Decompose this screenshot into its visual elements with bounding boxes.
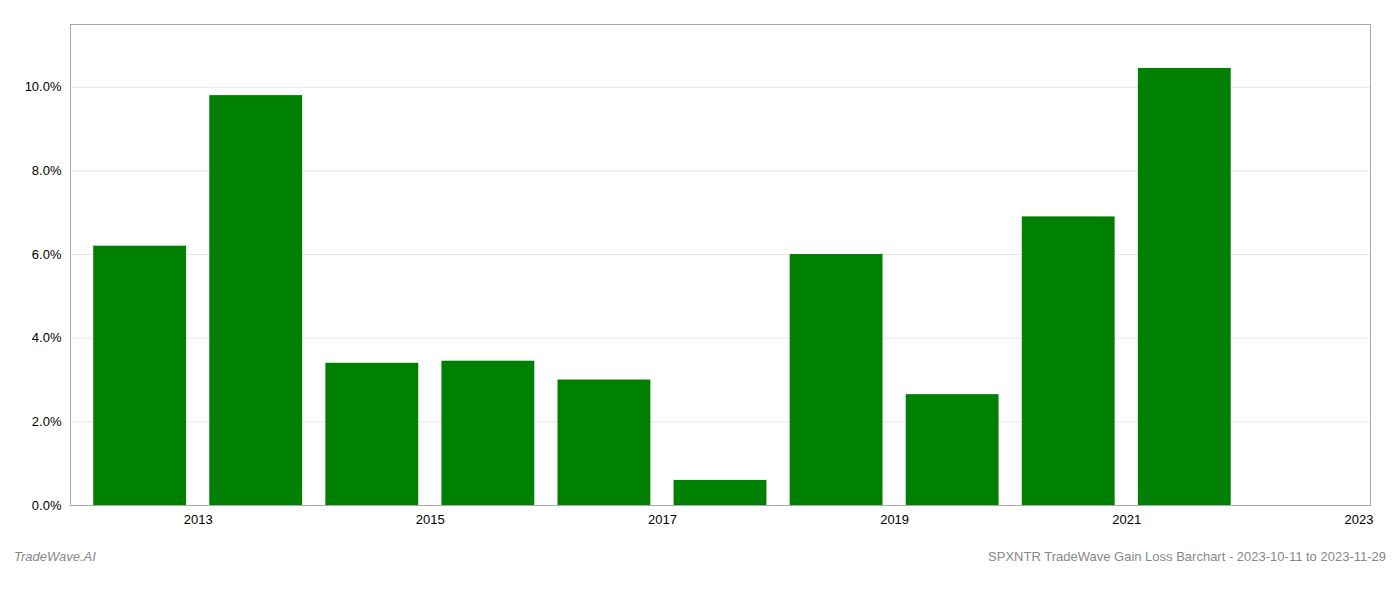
svg-text:10.0%: 10.0%	[25, 79, 62, 94]
svg-text:0.0%: 0.0%	[32, 498, 62, 513]
svg-text:6.0%: 6.0%	[32, 247, 62, 262]
svg-text:2015: 2015	[416, 512, 445, 527]
html-text:SPXNTR TradeWave Gain Loss Bar: SPXNTR TradeWave Gain Loss Barchart - 20…	[988, 549, 1386, 564]
svg-text:8.0%: 8.0%	[32, 163, 62, 178]
svg-text:2023: 2023	[1344, 512, 1373, 527]
svg-text:2017: 2017	[648, 512, 677, 527]
svg-text:2.0%: 2.0%	[32, 414, 62, 429]
svg-text:2019: 2019	[880, 512, 909, 527]
svg-text:2021: 2021	[1112, 512, 1141, 527]
svg-text:2013: 2013	[184, 512, 213, 527]
html-text:TradeWave.AI: TradeWave.AI	[14, 549, 96, 564]
svg-text:4.0%: 4.0%	[32, 330, 62, 345]
